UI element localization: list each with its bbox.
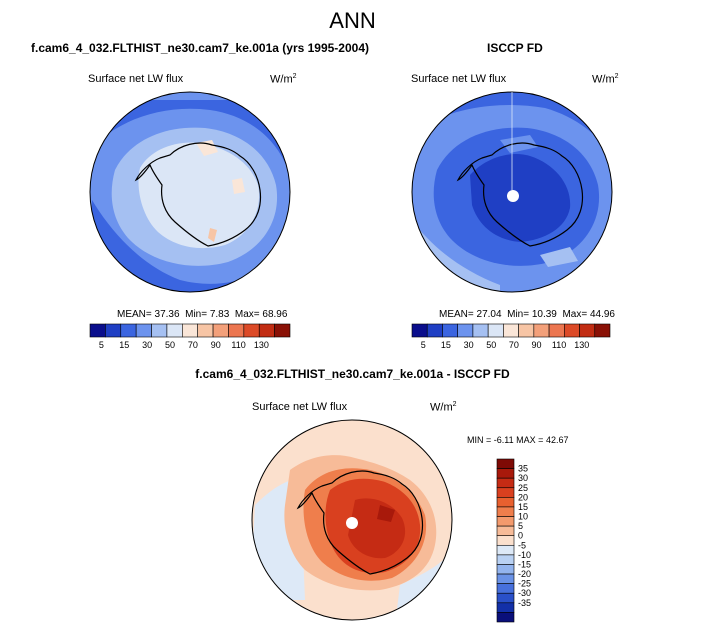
colorbar-box	[496, 525, 515, 537]
left-units-label: W/m2	[270, 73, 297, 86]
colorbar-box	[496, 535, 515, 546]
colorbar-box	[496, 506, 515, 517]
colorbar-box	[496, 583, 515, 594]
diff-map-boundary	[251, 419, 453, 621]
right-variable-label: Surface net LW flux	[411, 73, 507, 85]
colorbar-tick-label: 30	[142, 340, 152, 350]
colorbar-box	[442, 323, 458, 338]
colorbar-tick-label: 90	[531, 340, 541, 350]
left-stats: MEAN= 37.36 Min= 7.83 Max= 68.96	[117, 309, 288, 320]
colorbar-box	[105, 323, 122, 338]
colorbar-box	[496, 516, 515, 527]
colorbar-box	[496, 573, 515, 584]
right-pole-hole	[507, 190, 519, 202]
colorbar-box	[166, 323, 183, 338]
colorbar-tick-label: -10	[518, 550, 531, 560]
colorbar-tick-label: 110	[231, 340, 245, 350]
colorbar-tick-label: 5	[518, 521, 523, 531]
figure-title: ANN	[329, 8, 376, 33]
colorbar-box	[496, 487, 515, 498]
colorbar-tick-label: 50	[486, 340, 496, 350]
colorbar-box	[518, 323, 535, 338]
colorbar-box	[151, 323, 168, 338]
colorbar-box	[258, 323, 275, 338]
colorbar-box	[496, 602, 515, 613]
colorbar-tick-label: 5	[421, 340, 426, 350]
colorbar-tick-label: 90	[211, 340, 221, 350]
right-antarctica-coastline	[456, 142, 584, 247]
colorbar-box	[496, 554, 515, 565]
colorbar-box	[411, 323, 428, 338]
colorbar-tick-label: 130	[574, 340, 589, 350]
colorbar-box	[89, 323, 106, 338]
colorbar-tick-label: -15	[518, 559, 531, 569]
colorbar-box	[496, 477, 515, 489]
colorbar-box	[457, 323, 474, 338]
colorbar-tick-label: 30	[518, 473, 528, 483]
right-units-label: W/m2	[592, 73, 619, 86]
left-colorbar: 5 15 30 50 70 90 110 130	[89, 323, 291, 350]
colorbar-box	[579, 323, 596, 338]
colorbar-box	[472, 323, 489, 338]
diff-panel-title: f.cam6_4_032.FLTHIST_ne30.cam7_ke.001a -…	[195, 367, 510, 381]
colorbar-tick-label: 25	[518, 483, 528, 493]
colorbar-tick-label: 30	[464, 340, 474, 350]
colorbar-tick-label: 0	[518, 531, 523, 541]
colorbar-box	[426, 323, 443, 338]
colorbar-box	[548, 323, 565, 338]
colorbar-box	[564, 323, 580, 338]
left-map	[90, 92, 290, 292]
colorbar-box	[503, 323, 519, 338]
colorbar-box	[228, 323, 245, 338]
colorbar-box	[496, 544, 515, 556]
colorbar-box	[496, 497, 515, 508]
colorbar-box	[533, 323, 550, 338]
colorbar-tick-label: -5	[518, 540, 526, 550]
right-colorbar: 5 15 30 50 70 90 110 130	[411, 323, 611, 350]
diff-units-label: W/m2	[430, 401, 457, 414]
colorbar-tick-label: 15	[119, 340, 129, 350]
colorbar-box	[496, 564, 515, 575]
colorbar-box	[197, 323, 214, 338]
left-map-boundary	[89, 91, 291, 293]
colorbar-box	[243, 323, 260, 338]
colorbar-box	[496, 612, 515, 623]
colorbar-tick-label: 15	[441, 340, 451, 350]
colorbar-tick-label: 35	[518, 464, 528, 474]
colorbar-tick-label: 70	[509, 340, 519, 350]
diff-variable-label: Surface net LW flux	[252, 401, 348, 413]
colorbar-box	[496, 458, 515, 469]
left-panel-title: f.cam6_4_032.FLTHIST_ne30.cam7_ke.001a (…	[31, 41, 369, 55]
colorbar-box	[212, 323, 229, 338]
diff-pole-hole	[346, 517, 358, 529]
colorbar-box	[274, 323, 291, 338]
diff-antarctica-coastline	[296, 470, 424, 575]
colorbar-box	[487, 323, 504, 338]
colorbar-box	[496, 468, 515, 479]
colorbar-tick-label: 20	[518, 492, 528, 502]
right-panel-title: ISCCP FD	[487, 41, 543, 55]
colorbar-tick-label: 10	[518, 512, 528, 522]
colorbar-tick-label: -20	[518, 569, 531, 579]
colorbar-box	[182, 323, 198, 338]
colorbar-box	[135, 323, 152, 338]
colorbar-box	[594, 323, 611, 338]
right-stats: MEAN= 27.04 Min= 10.39 Max= 44.96	[439, 309, 615, 320]
colorbar-tick-label: 110	[552, 340, 566, 350]
colorbar-tick-label: 15	[518, 502, 528, 512]
colorbar-tick-label: -30	[518, 588, 531, 598]
diff-stats: MIN = -6.11 MAX = 42.67	[467, 435, 569, 445]
left-variable-label: Surface net LW flux	[88, 73, 184, 85]
colorbar-tick-label: 70	[188, 340, 198, 350]
colorbar-tick-label: 130	[254, 340, 269, 350]
colorbar-box	[120, 323, 137, 338]
left-antarctica-coastline	[134, 142, 262, 247]
colorbar-tick-label: -35	[518, 598, 531, 608]
colorbar-tick-label: 50	[165, 340, 175, 350]
colorbar-tick-label: -25	[518, 579, 531, 589]
colorbar-tick-label: 5	[99, 340, 104, 350]
colorbar-box	[496, 592, 515, 604]
